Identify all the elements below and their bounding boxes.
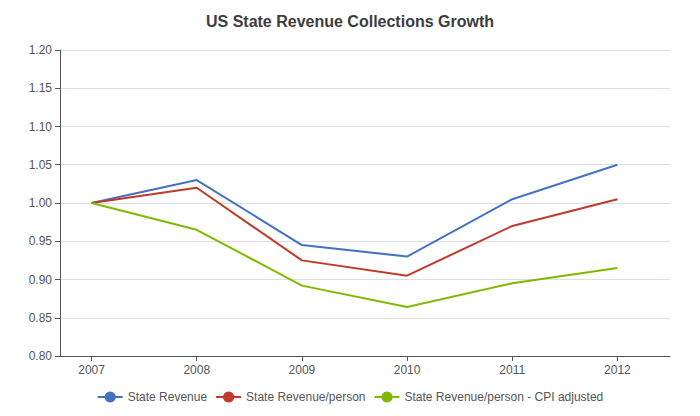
- svg-text:0.85: 0.85: [29, 311, 53, 325]
- svg-text:2009: 2009: [289, 363, 316, 377]
- svg-text:2007: 2007: [78, 363, 105, 377]
- svg-text:US State Revenue Collections G: US State Revenue Collections Growth: [206, 13, 494, 30]
- svg-text:0.80: 0.80: [29, 349, 53, 363]
- svg-text:2010: 2010: [394, 363, 421, 377]
- svg-text:0.90: 0.90: [29, 273, 53, 287]
- svg-text:1.00: 1.00: [29, 196, 53, 210]
- svg-text:2011: 2011: [499, 363, 525, 377]
- svg-text:State Revenue/person - CPI adj: State Revenue/person - CPI adjusted: [405, 390, 604, 404]
- svg-text:1.10: 1.10: [29, 120, 53, 134]
- svg-text:1.05: 1.05: [29, 158, 53, 172]
- svg-text:State Revenue/person: State Revenue/person: [246, 390, 365, 404]
- svg-text:State Revenue: State Revenue: [128, 390, 208, 404]
- svg-text:1.20: 1.20: [29, 43, 53, 57]
- svg-text:1.15: 1.15: [29, 81, 53, 95]
- svg-text:2012: 2012: [604, 363, 631, 377]
- svg-text:2008: 2008: [183, 363, 210, 377]
- svg-text:0.95: 0.95: [29, 234, 53, 248]
